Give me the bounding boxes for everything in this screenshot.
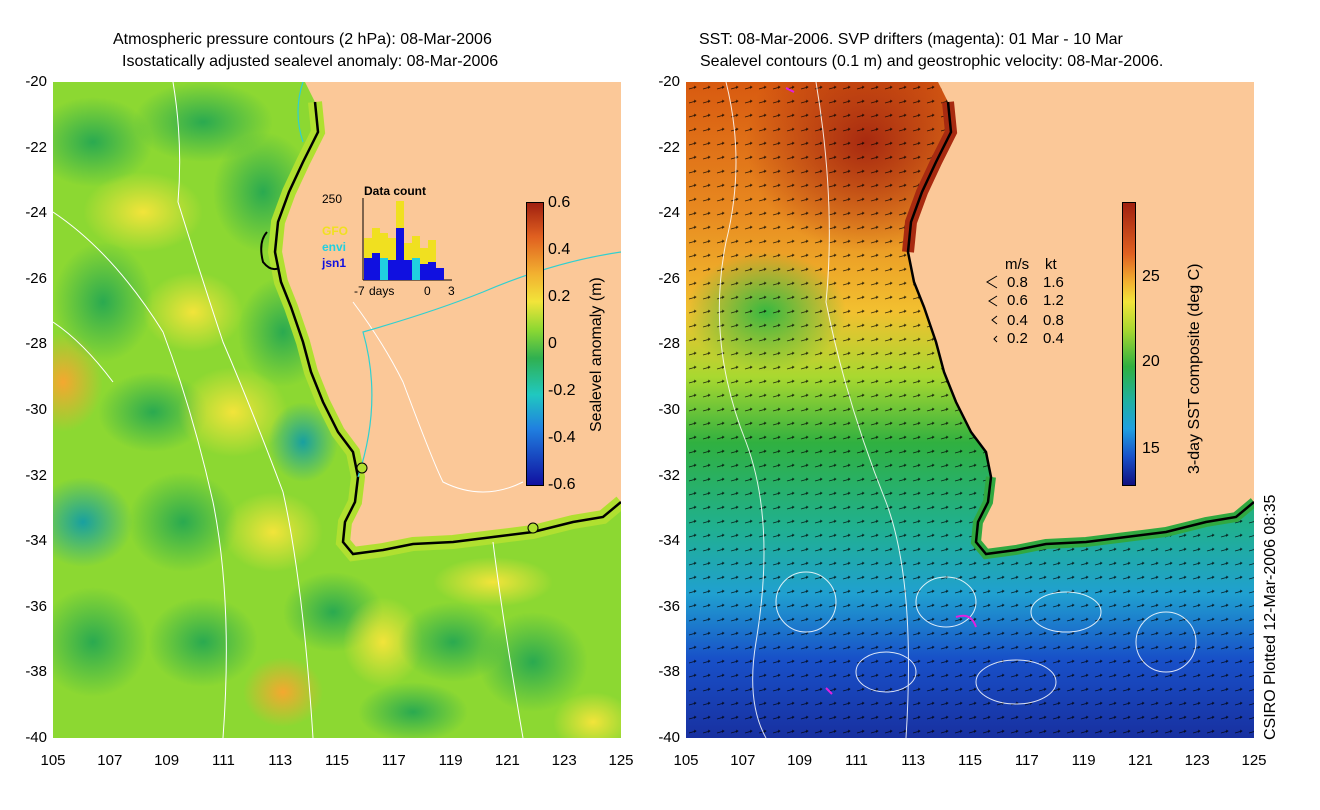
inset-ymax: 250: [322, 192, 343, 206]
left-x-tick: 105: [40, 752, 66, 769]
right-x-tick: 111: [844, 752, 868, 769]
data-count-inset: Data count 250 GFO envi jsn1 -7 days 0 3: [312, 184, 462, 298]
velocity-row-kt: 1.6: [1043, 274, 1064, 291]
right-x-tick: 125: [1241, 752, 1267, 769]
right-x-tick: 123: [1184, 752, 1210, 769]
left-x-tick: 123: [551, 752, 577, 769]
left-y-tick: -20: [25, 73, 47, 90]
left-title-line2: Isostatically adjusted sealevel anomaly:…: [122, 53, 499, 70]
sst-colorbar-label: 3-day SST composite (deg C): [1186, 263, 1203, 474]
left-x-tick: 109: [154, 752, 180, 769]
right-y-tick: -40: [658, 729, 680, 746]
inset-x-days: days: [369, 284, 395, 298]
sst-map: [686, 82, 1254, 738]
velocity-legend-header-kt: kt: [1045, 256, 1057, 273]
inset-legend-jsn1: jsn1: [322, 256, 347, 270]
velocity-legend-arrows: [986, 275, 998, 343]
right-y-tick: -36: [658, 597, 680, 615]
right-y-tick: -30: [658, 401, 680, 418]
station-marker: [527, 522, 539, 534]
right-x-tick: 117: [1014, 752, 1039, 769]
left-y-tick: -28: [25, 335, 47, 353]
velocity-row-kt: 0.4: [1043, 330, 1064, 347]
sst-tick-25: 25: [1142, 268, 1160, 285]
left-x-tick: 115: [325, 752, 349, 769]
right-y-tick: -28: [658, 335, 680, 353]
right-x-tick: 115: [958, 752, 982, 769]
plot-credit: CSIRO Plotted 12-Mar-2006 08:35: [1262, 494, 1279, 740]
sst-tick-20: 20: [1142, 353, 1160, 370]
right-y-tick: -24: [658, 204, 680, 222]
inset-legend-gfo: GFO: [322, 224, 348, 238]
sealevel-colorbar-tick: 0.2: [548, 288, 571, 305]
left-y-tick: -34: [25, 532, 47, 550]
left-x-tick: 125: [608, 752, 634, 769]
right-x-tick: 109: [787, 752, 813, 769]
right-title-line1: SST: 08-Mar-2006. SVP drifters (magenta)…: [699, 31, 1123, 48]
station-marker: [356, 462, 368, 474]
right-x-tick: 121: [1127, 752, 1153, 769]
inset-x-max: 3: [448, 284, 455, 298]
left-y-tick: -30: [25, 401, 47, 418]
sealevel-colorbar-tick: 0.6: [548, 194, 571, 211]
right-y-tick: -26: [658, 269, 680, 287]
australia-land-right: [908, 82, 1254, 554]
right-x-tick: 107: [730, 752, 756, 769]
sealevel-colorbar: [526, 202, 544, 486]
velocity-row-ms: 0.2: [1007, 330, 1028, 347]
sealevel-colorbar-tick: 0.4: [548, 241, 571, 258]
left-x-tick: 119: [438, 752, 463, 769]
left-x-tick: 113: [268, 752, 293, 769]
left-y-tick: -26: [25, 269, 47, 287]
coastline-right: [906, 101, 1254, 556]
sealevel-colorbar-label: Sealevel anomaly (m): [588, 277, 605, 432]
left-title-line1: Atmospheric pressure contours (2 hPa): 0…: [113, 31, 492, 48]
velocity-legend-header-ms: m/s: [1005, 256, 1030, 273]
sealevel-colorbar-tick: -0.6: [548, 476, 576, 493]
velocity-row-kt: 1.2: [1043, 292, 1064, 309]
right-y-tick: -20: [658, 73, 680, 90]
inset-x-min: -7: [354, 284, 365, 298]
right-x-tick: 119: [1071, 752, 1096, 769]
right-x-tick: 105: [673, 752, 699, 769]
sealevel-colorbar-tick: 0: [548, 335, 557, 352]
sealevel-colorbar-tick: -0.4: [548, 429, 576, 446]
right-x-tick: 113: [901, 752, 926, 769]
right-y-tick: -38: [658, 663, 680, 681]
left-x-tick: 111: [211, 752, 235, 769]
left-y-tick: -40: [25, 729, 47, 746]
left-y-tick: -36: [25, 597, 47, 615]
right-title-line2: Sealevel contours (0.1 m) and geostrophi…: [700, 53, 1164, 70]
velocity-row-ms: 0.6: [1007, 292, 1028, 309]
left-x-tick: 121: [494, 752, 520, 769]
left-y-tick: -22: [25, 138, 47, 156]
inset-title: Data count: [364, 184, 427, 198]
inset-legend-envi: envi: [322, 240, 347, 254]
right-y-tick: -32: [658, 466, 680, 484]
velocity-row-ms: 0.8: [1007, 274, 1028, 291]
inset-histogram: [362, 198, 452, 281]
left-x-tick: 107: [97, 752, 123, 769]
left-y-tick: -24: [25, 204, 47, 222]
sst-colorbar: [1122, 202, 1136, 486]
right-y-tick: -34: [658, 532, 680, 550]
sst-tick-15: 15: [1142, 440, 1160, 457]
left-y-tick: -32: [25, 466, 47, 484]
left-y-tick: -38: [25, 663, 47, 681]
velocity-legend: m/s kt 0.8 1.6 0.6 1.2 0.4 0.8 0.2 0.4: [985, 256, 1085, 356]
sealevel-colorbar-tick: -0.2: [548, 382, 576, 399]
velocity-row-ms: 0.4: [1007, 312, 1028, 329]
coastline: [273, 101, 621, 556]
left-x-tick: 117: [381, 752, 406, 769]
right-y-tick: -22: [658, 138, 680, 156]
inset-x-zero: 0: [424, 284, 431, 298]
velocity-row-kt: 0.8: [1043, 312, 1064, 329]
